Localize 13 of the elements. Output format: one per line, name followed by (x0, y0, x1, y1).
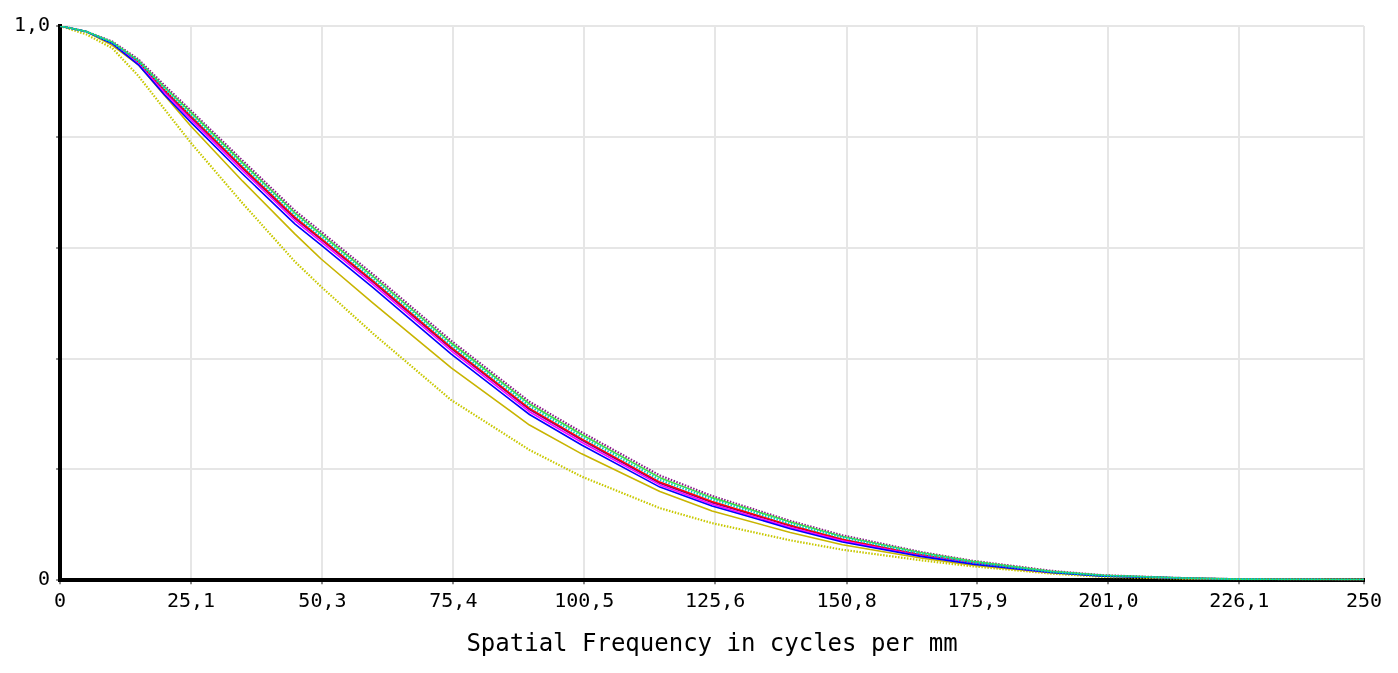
x-tick-label: 100,5 (554, 588, 615, 613)
x-tick-label: 125,6 (685, 588, 746, 613)
x-tick-label: 250 (1345, 588, 1382, 613)
x-tick-label: 226,1 (1209, 588, 1270, 613)
y-tick-label: 1,0 (14, 12, 51, 37)
x-tick-label: 50,3 (298, 588, 347, 613)
x-tick-label: 175,9 (947, 588, 1008, 613)
x-tick-label: 0 (54, 588, 67, 613)
x-tick-label: 201,0 (1078, 588, 1139, 613)
x-tick-label: 150,8 (816, 588, 877, 613)
x-tick-label: 75,4 (429, 588, 478, 613)
x-axis-title: Spatial Frequency in cycles per mm (466, 628, 958, 657)
x-tick-label: 25,1 (166, 588, 216, 613)
